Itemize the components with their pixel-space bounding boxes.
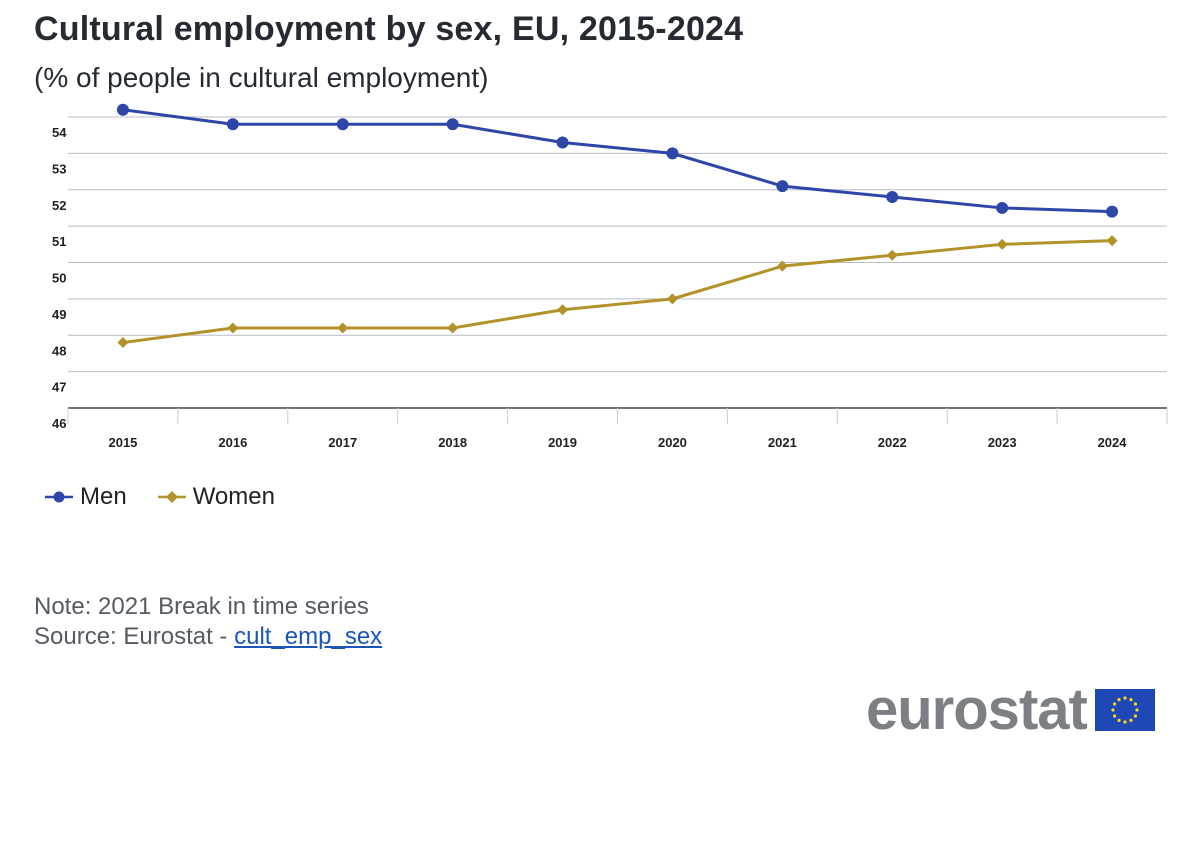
x-tick-label-2017: 2017 <box>328 435 357 450</box>
y-tick-label-47: 47 <box>52 380 66 395</box>
series-lines <box>116 103 1119 349</box>
x-tick-label-2019: 2019 <box>548 435 577 450</box>
x-tick-label-2018: 2018 <box>438 435 467 450</box>
x-tick-label-2024: 2024 <box>1098 435 1128 450</box>
x-tick-label-2015: 2015 <box>108 435 137 450</box>
data-point-women-2024 <box>1106 235 1118 247</box>
data-point-women-2016 <box>227 322 239 334</box>
data-point-women-2022 <box>886 249 898 261</box>
series-line-men <box>122 108 1113 214</box>
source-line: Source: Eurostat - cult_emp_sex <box>34 622 382 652</box>
data-point-men-2019 <box>556 136 569 149</box>
legend-label-men: Men <box>80 483 127 510</box>
y-tick-label-51: 51 <box>52 234 66 249</box>
flag-star <box>1133 713 1137 718</box>
circle-marker-icon <box>45 491 73 503</box>
flag-star <box>1129 718 1133 722</box>
flag-star <box>1112 701 1117 706</box>
flag-star <box>1123 695 1127 700</box>
logo-wordmark: eurostat <box>866 677 1088 742</box>
flag-star <box>1112 713 1117 718</box>
y-tick-label-54: 54 <box>52 125 67 140</box>
y-tick-label-46: 46 <box>52 416 66 431</box>
data-point-women-2021 <box>776 260 788 272</box>
data-point-men-2021 <box>776 180 789 193</box>
x-tick-label-2016: 2016 <box>218 435 247 450</box>
gridlines <box>68 116 1167 373</box>
x-tick-label-2020: 2020 <box>658 435 687 450</box>
y-tick-label-49: 49 <box>52 307 66 322</box>
legend-item-women[interactable]: Women <box>157 483 275 511</box>
flag-star <box>1117 697 1121 701</box>
data-point-men-2017 <box>336 118 349 131</box>
flag-star <box>1123 719 1127 724</box>
x-tick-label-2021: 2021 <box>768 435 797 450</box>
data-point-women-2017 <box>337 322 349 334</box>
y-tick-label-52: 52 <box>52 198 66 213</box>
eurostat-logo: eurostat <box>866 676 1155 743</box>
x-tick-label-2022: 2022 <box>878 435 907 450</box>
data-point-men-2016 <box>226 118 239 131</box>
x-axis: 2015 2016 2017 2018 2019 2020 2021 2022 2023 2024 <box>67 407 1168 450</box>
data-point-men-2018 <box>446 118 459 131</box>
eu-flag-icon <box>1094 688 1155 731</box>
flag-star <box>1111 707 1115 712</box>
y-axis-labels: 46 47 48 49 50 51 52 53 54 <box>52 125 67 431</box>
chart-subtitle: (% of people in cultural employment) <box>34 62 489 93</box>
legend: Men Women <box>44 483 305 511</box>
chart-title: Cultural employment by sex, EU, 2015-202… <box>34 10 744 48</box>
data-point-men-2022 <box>886 191 899 204</box>
data-point-women-2020 <box>666 293 678 305</box>
y-tick-label-53: 53 <box>52 161 66 176</box>
legend-item-men[interactable]: Men <box>44 483 127 511</box>
flag-star <box>1129 697 1133 701</box>
data-point-women-2015 <box>117 337 129 349</box>
data-point-men-2024 <box>1106 205 1119 218</box>
x-tick-label-2023: 2023 <box>988 435 1017 450</box>
data-point-women-2018 <box>447 322 459 334</box>
flag-star <box>1117 718 1121 722</box>
legend-label-women: Women <box>192 483 275 510</box>
y-tick-label-50: 50 <box>52 271 66 286</box>
data-point-men-2020 <box>666 147 679 160</box>
diamond-marker-icon <box>157 491 186 503</box>
series-line-women <box>122 239 1113 345</box>
footnotes: Note: 2021 Break in time series Source: … <box>34 592 382 652</box>
data-point-men-2023 <box>996 201 1009 214</box>
data-point-women-2023 <box>996 238 1008 250</box>
flag-star <box>1135 707 1139 712</box>
source-prefix: Source: Eurostat - <box>34 623 235 650</box>
data-point-women-2019 <box>557 304 569 316</box>
flag-star <box>1133 701 1137 706</box>
source-link[interactable]: cult_emp_sex <box>234 623 383 650</box>
data-point-men-2015 <box>116 103 129 116</box>
y-tick-label-48: 48 <box>52 343 66 358</box>
note-text: Note: 2021 Break in time series <box>34 593 369 620</box>
